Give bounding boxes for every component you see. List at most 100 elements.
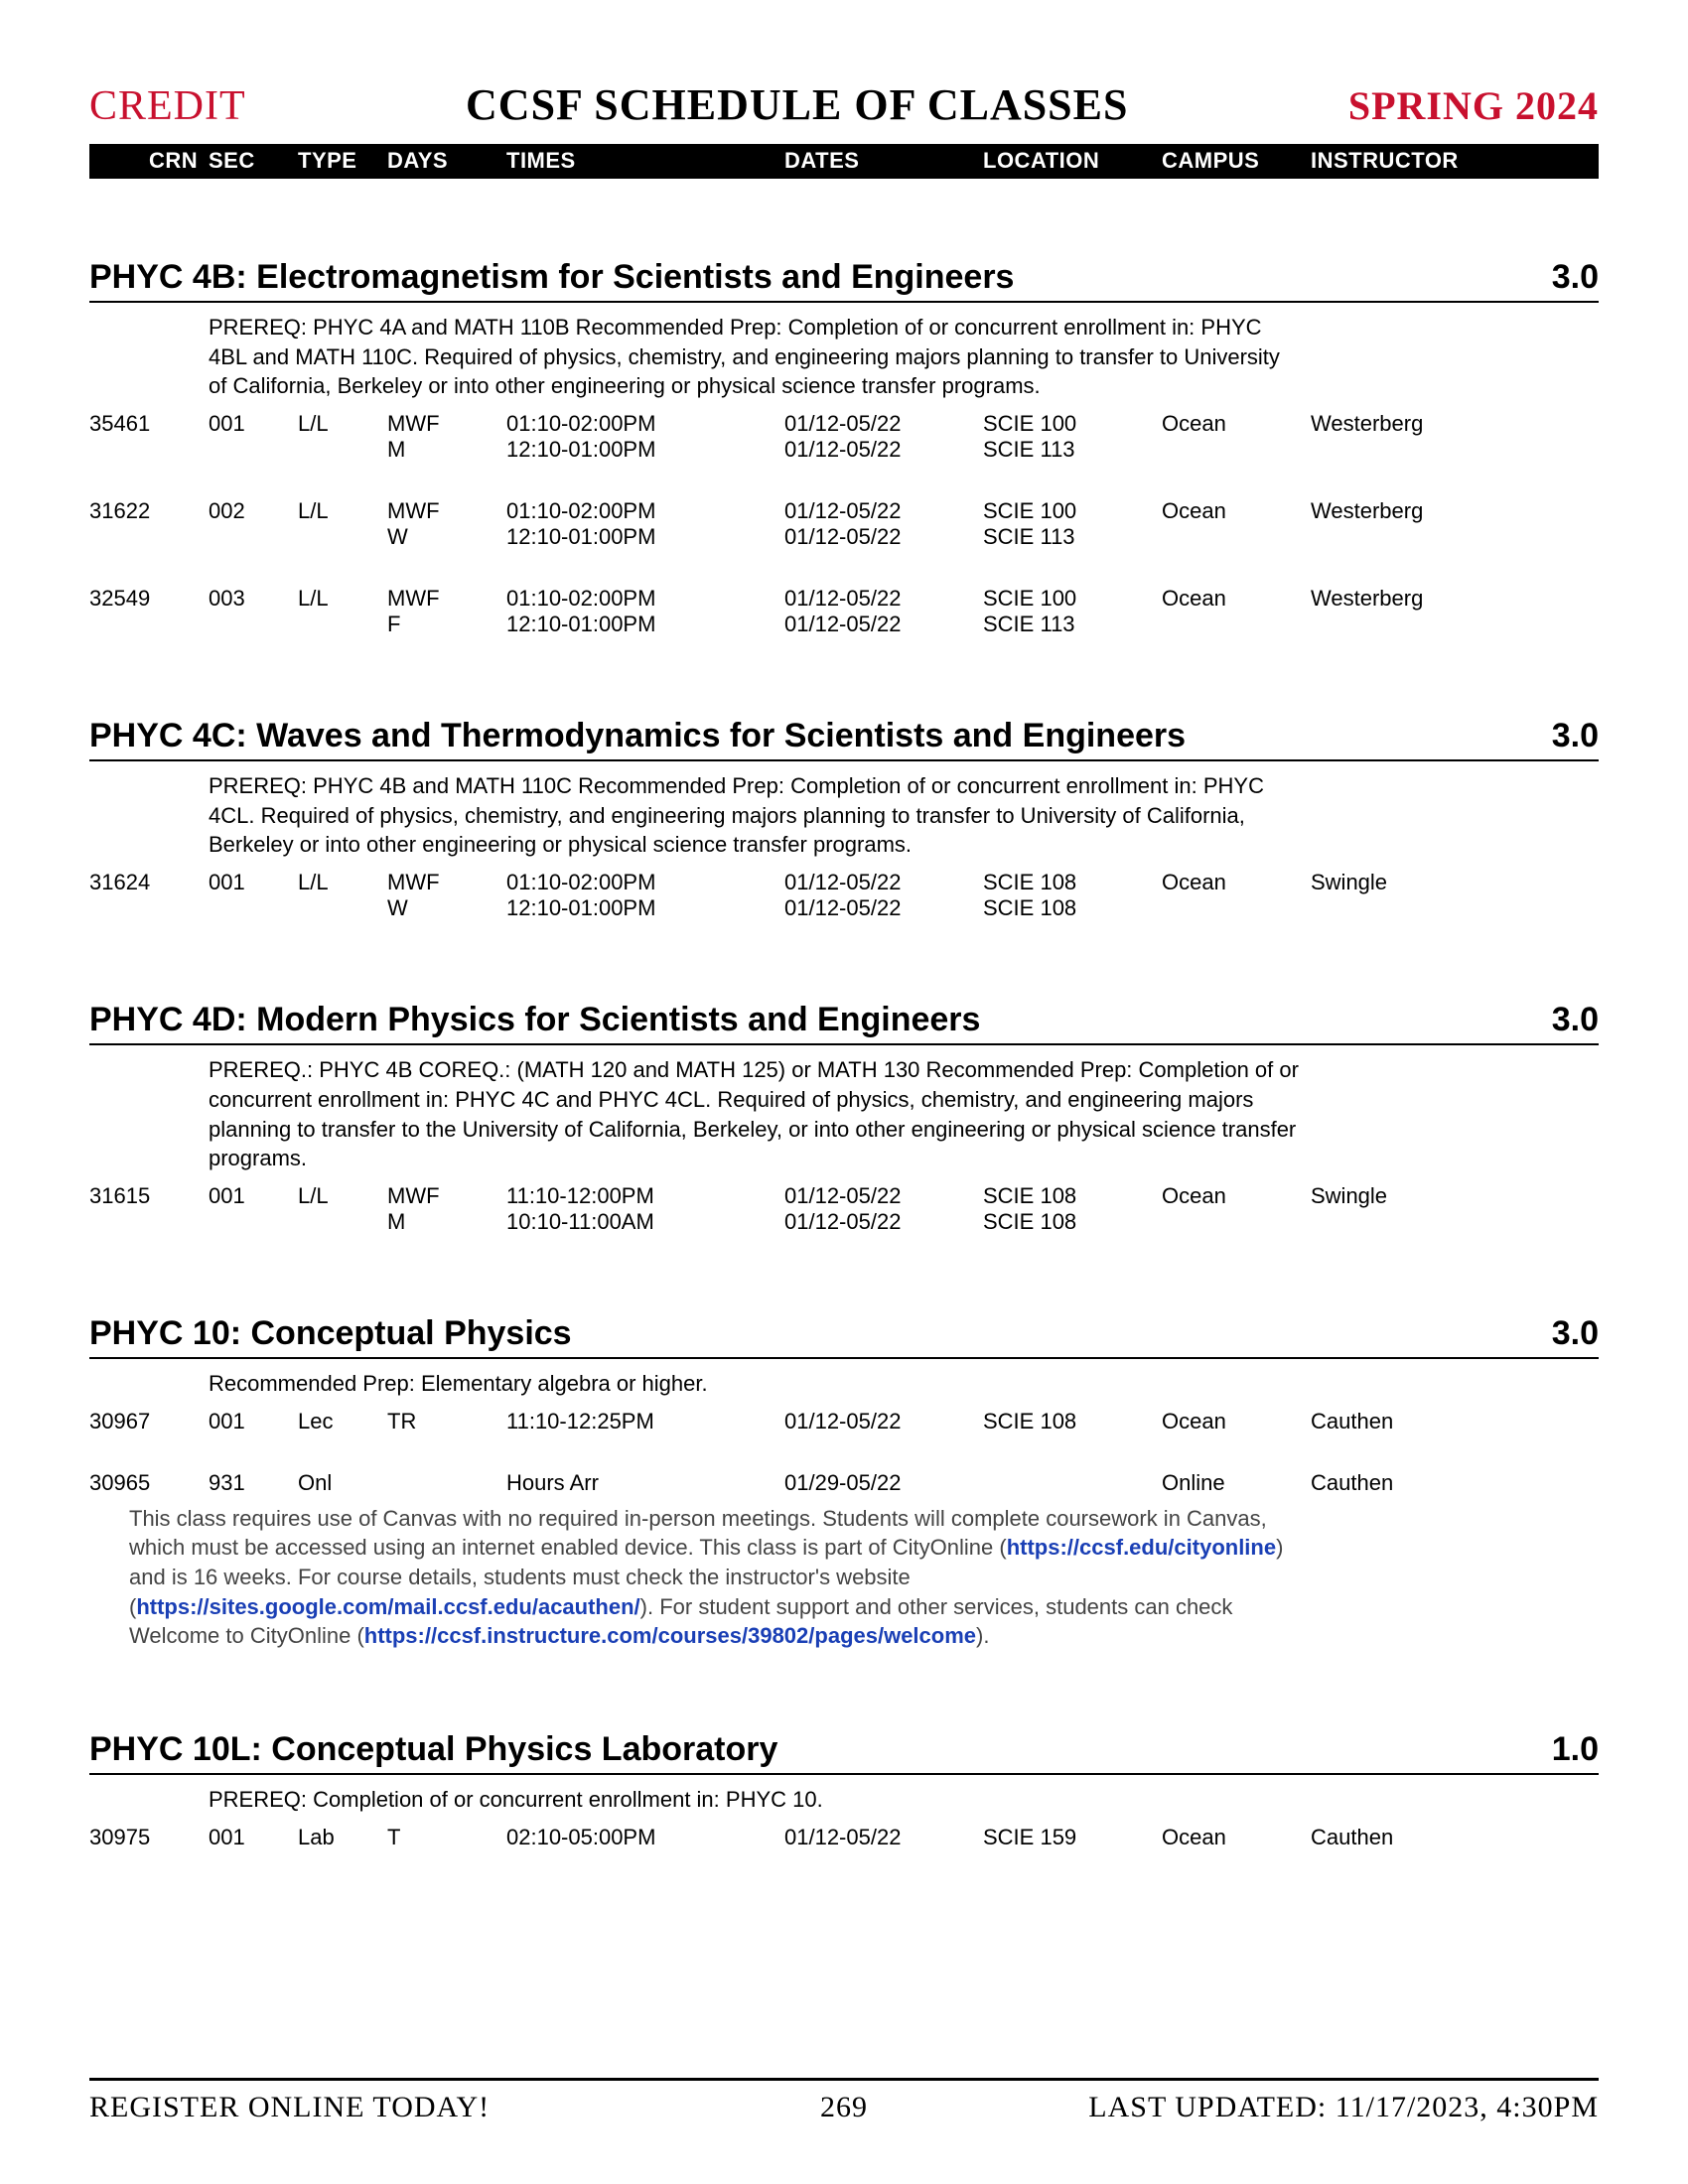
column-header-type: TYPE [298,148,387,174]
cell-dates: 01/12-05/22 01/12-05/22 [784,498,983,550]
course-title-row: PHYC 4B: Electromagnetism for Scientists… [89,258,1599,303]
cell-location [983,1470,1162,1496]
cell-dates: 01/12-05/22 01/12-05/22 [784,411,983,463]
section-row: 30975001LabT02:10-05:00PM01/12-05/22SCIE… [89,1825,1599,1850]
course-title: PHYC 10L: Conceptual Physics Laboratory [89,1730,777,1769]
course-units: 3.0 [1552,717,1599,755]
cell-sec: 001 [209,411,298,463]
column-header-bar: CRNSECTYPEDAYSTIMESDATESLOCATIONCAMPUSIN… [89,144,1599,179]
cell-type: L/L [298,586,387,637]
course-units: 1.0 [1552,1730,1599,1769]
course-title: PHYC 10: Conceptual Physics [89,1314,572,1353]
cell-days: MWF M [387,411,506,463]
page-footer: REGISTER ONLINE TODAY! 269 LAST UPDATED:… [89,2078,1599,2124]
section-row: 30965931OnlHours Arr01/29-05/22OnlineCau… [89,1470,1599,1496]
cell-campus: Ocean [1162,870,1311,921]
cell-location: SCIE 108 [983,1409,1162,1434]
course-block: PHYC 10: Conceptual Physics 3.0 Recommende… [89,1314,1599,1651]
course-prereq: PREREQ: PHYC 4A and MATH 110B Recommende… [209,313,1301,401]
course-units: 3.0 [1552,258,1599,297]
course-block: PHYC 4C: Waves and Thermodynamics for Sc… [89,717,1599,921]
cell-days: T [387,1825,506,1850]
section-row: 35461001L/LMWF M01:10-02:00PM 12:10-01:0… [89,411,1599,463]
footer-page-number: 269 [820,2091,868,2124]
cell-days: TR [387,1409,506,1434]
section-row: 32549003L/LMWF F01:10-02:00PM 12:10-01:0… [89,586,1599,637]
cell-instructor: Westerberg [1311,498,1599,550]
course-title-row: PHYC 4C: Waves and Thermodynamics for Sc… [89,717,1599,761]
cell-type: L/L [298,1183,387,1235]
cell-days: MWF W [387,498,506,550]
course-title: PHYC 4D: Modern Physics for Scientists a… [89,1001,980,1039]
cell-crn: 30967 [89,1409,209,1434]
course-prereq: Recommended Prep: Elementary algebra or … [209,1369,1301,1399]
cell-instructor: Swingle [1311,1183,1599,1235]
section-row: 30967001LecTR11:10-12:25PM01/12-05/22SCI… [89,1409,1599,1434]
cell-crn: 32549 [89,586,209,637]
course-title: PHYC 4B: Electromagnetism for Scientists… [89,258,1014,297]
cell-campus: Ocean [1162,411,1311,463]
section-note: This class requires use of Canvas with n… [129,1504,1321,1651]
cell-instructor: Cauthen [1311,1409,1599,1434]
footer-right: LAST UPDATED: 11/17/2023, 4:30PM [1088,2091,1599,2124]
header-title: CCSF SCHEDULE OF CLASSES [466,79,1128,130]
cell-location: SCIE 108 SCIE 108 [983,870,1162,921]
cell-sec: 001 [209,870,298,921]
cell-instructor: Swingle [1311,870,1599,921]
cell-instructor: Westerberg [1311,411,1599,463]
section-row: 31622002L/LMWF W01:10-02:00PM 12:10-01:0… [89,498,1599,550]
cell-type: L/L [298,870,387,921]
cell-dates: 01/12-05/22 [784,1409,983,1434]
cell-instructor: Cauthen [1311,1825,1599,1850]
cell-location: SCIE 108 SCIE 108 [983,1183,1162,1235]
note-link[interactable]: https://ccsf.instructure.com/courses/398… [364,1623,976,1648]
footer-left: REGISTER ONLINE TODAY! [89,2091,490,2124]
column-header-campus: CAMPUS [1162,148,1311,174]
cell-crn: 30975 [89,1825,209,1850]
cell-sec: 003 [209,586,298,637]
cell-times: 01:10-02:00PM 12:10-01:00PM [506,586,784,637]
course-prereq: PREREQ: Completion of or concurrent enro… [209,1785,1301,1815]
cell-campus: Ocean [1162,498,1311,550]
cell-days: MWF F [387,586,506,637]
cell-sec: 002 [209,498,298,550]
course-prereq: PREREQ: PHYC 4B and MATH 110C Recommende… [209,771,1301,860]
cell-days: MWF M [387,1183,506,1235]
course-title-row: PHYC 4D: Modern Physics for Scientists a… [89,1001,1599,1045]
column-header-times: TIMES [506,148,784,174]
note-link[interactable]: https://sites.google.com/mail.ccsf.edu/a… [136,1594,639,1619]
cell-times: 11:10-12:25PM [506,1409,784,1434]
cell-crn: 31624 [89,870,209,921]
course-units: 3.0 [1552,1314,1599,1353]
course-prereq: PREREQ.: PHYC 4B COREQ.: (MATH 120 and M… [209,1055,1301,1173]
column-header-days: DAYS [387,148,506,174]
column-header-instructor: INSTRUCTOR [1311,148,1599,174]
course-block: PHYC 10L: Conceptual Physics Laboratory 1… [89,1730,1599,1850]
cell-campus: Ocean [1162,586,1311,637]
course-title-row: PHYC 10: Conceptual Physics 3.0 [89,1314,1599,1359]
cell-sec: 001 [209,1183,298,1235]
column-header-sec: SEC [209,148,298,174]
cell-crn: 35461 [89,411,209,463]
column-header-dates: DATES [784,148,983,174]
course-title: PHYC 4C: Waves and Thermodynamics for Sc… [89,717,1186,755]
cell-sec: 931 [209,1470,298,1496]
note-link[interactable]: https://ccsf.edu/cityonline [1007,1535,1276,1560]
cell-days [387,1470,506,1496]
course-units: 3.0 [1552,1001,1599,1039]
cell-location: SCIE 100 SCIE 113 [983,411,1162,463]
cell-type: Lab [298,1825,387,1850]
cell-instructor: Westerberg [1311,586,1599,637]
cell-location: SCIE 100 SCIE 113 [983,586,1162,637]
course-block: PHYC 4D: Modern Physics for Scientists a… [89,1001,1599,1235]
cell-crn: 30965 [89,1470,209,1496]
cell-type: Lec [298,1409,387,1434]
cell-sec: 001 [209,1409,298,1434]
cell-dates: 01/12-05/22 01/12-05/22 [784,586,983,637]
section-row: 31615001L/LMWF M11:10-12:00PM 10:10-11:0… [89,1183,1599,1235]
cell-campus: Ocean [1162,1825,1311,1850]
cell-times: 01:10-02:00PM 12:10-01:00PM [506,498,784,550]
cell-dates: 01/12-05/22 01/12-05/22 [784,1183,983,1235]
header-term: SPRING 2024 [1348,82,1599,129]
cell-times: 01:10-02:00PM 12:10-01:00PM [506,870,784,921]
